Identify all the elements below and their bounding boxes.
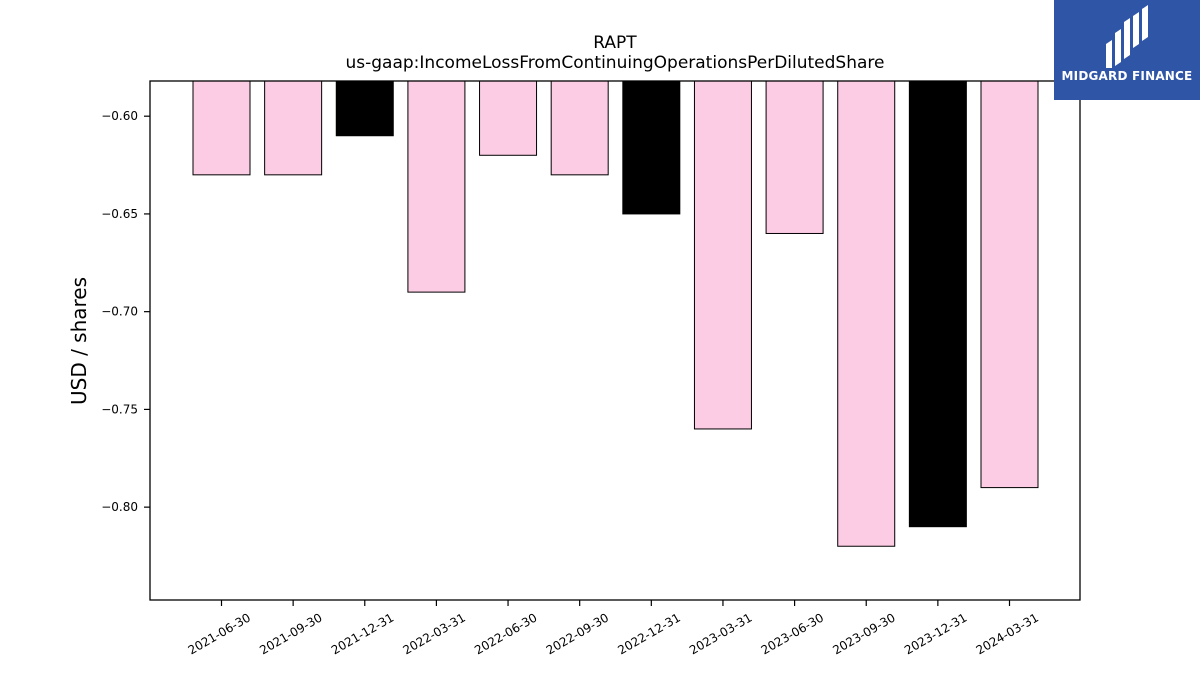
bar-2023-03-31 [693, 80, 752, 430]
x-tick-label: 2021-09-30 [257, 610, 324, 657]
midgard-finance-logo: MIDGARD FINANCE [1054, 0, 1200, 100]
y-axis: −0.60 −0.65 −0.70 −0.75 −0.80 [101, 109, 150, 514]
x-tick-label: 2024-03-31 [974, 610, 1041, 657]
bars-group [192, 80, 1039, 547]
bar-2022-12-31 [622, 80, 681, 215]
bar-2021-12-31 [335, 80, 394, 137]
x-tick-label: 2023-06-30 [759, 610, 826, 657]
bar-2023-06-30 [765, 80, 824, 234]
plot-frame [149, 80, 1081, 601]
bar-2022-03-31 [407, 80, 466, 293]
x-tick-label: 2022-09-30 [544, 610, 611, 657]
x-tick-label: 2022-03-31 [401, 610, 468, 657]
chart-title: RAPT [593, 33, 637, 53]
x-tick-label: 2022-06-30 [472, 610, 539, 657]
bar-2023-09-30 [837, 80, 896, 547]
bar-2023-12-31 [908, 80, 967, 528]
y-tick-label: −0.65 [101, 207, 138, 221]
x-tick-label: 2023-03-31 [687, 610, 754, 657]
y-tick-label: −0.70 [101, 305, 138, 319]
y-tick-label: −0.80 [101, 500, 138, 514]
x-axis: 2021-06-30 2021-09-30 2021-12-31 2022-03-31… [186, 600, 1041, 657]
x-tick-label: 2021-06-30 [186, 610, 253, 657]
chart-subtitle: us-gaap:IncomeLossFromContinuingOperatio… [346, 53, 885, 73]
logo-text: MIDGARD FINANCE [1061, 69, 1193, 83]
x-tick-label: 2022-12-31 [615, 610, 682, 657]
bar-2022-09-30 [550, 80, 609, 176]
x-tick-label: 2023-12-31 [902, 610, 969, 657]
y-tick-label: −0.75 [101, 402, 138, 416]
bar-2021-06-30 [192, 80, 251, 176]
x-tick-label: 2021-12-31 [329, 610, 396, 657]
bar-2021-09-30 [264, 80, 323, 176]
logo-mark-icon [1106, 5, 1148, 68]
y-tick-label: −0.60 [101, 109, 138, 123]
bar-2022-06-30 [479, 80, 538, 156]
bar-2024-03-31 [980, 80, 1039, 489]
y-axis-label: USD / shares [67, 277, 91, 405]
x-tick-label: 2023-09-30 [830, 610, 897, 657]
